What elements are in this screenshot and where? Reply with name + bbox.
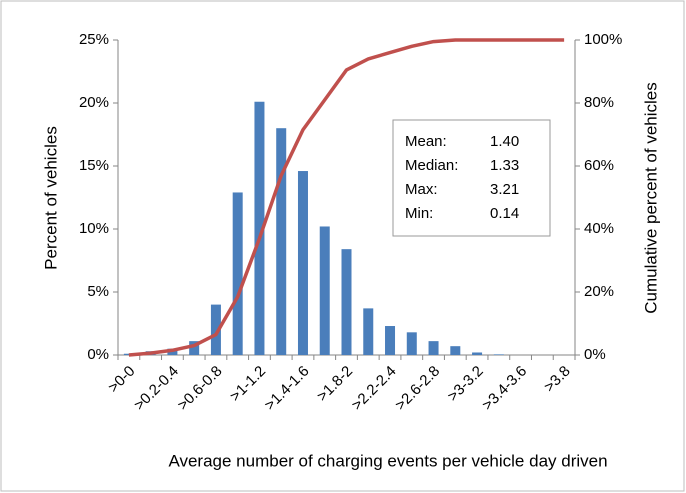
stats-value: 1.40 [490, 133, 519, 150]
bar [319, 226, 330, 355]
bar [472, 352, 483, 355]
stats-label: Mean: [405, 133, 447, 150]
bar [210, 304, 221, 355]
stats-label: Min: [405, 205, 433, 222]
y-axis-label: Percent of vehicles [41, 126, 60, 270]
line [128, 38, 565, 357]
y2-axis-label: Cumulative percent of vehicles [641, 82, 660, 314]
bar [254, 101, 265, 356]
y-tick-label: 0% [87, 346, 109, 363]
bar [363, 308, 374, 355]
bar [297, 171, 308, 355]
y2-tick-label: 80% [584, 94, 614, 111]
bar [341, 249, 352, 355]
bar [493, 354, 504, 355]
y2-tick-label: 100% [584, 31, 622, 48]
bar [232, 192, 243, 355]
x-axis-label: Average number of charging events per ve… [168, 451, 607, 470]
bar [385, 326, 396, 355]
stats-value: 1.33 [490, 157, 519, 174]
y-tick-label: 25% [79, 31, 109, 48]
bar [428, 341, 439, 355]
stats-label: Max: [405, 181, 438, 198]
bar [189, 341, 200, 355]
bar [450, 346, 461, 355]
y2-tick-label: 40% [584, 220, 614, 237]
stats-value: 0.14 [490, 205, 519, 222]
stats-value: 3.21 [490, 181, 519, 198]
stats-label: Median: [405, 157, 458, 174]
y-tick-label: 15% [79, 157, 109, 174]
stats-box [392, 119, 551, 237]
bar [406, 332, 417, 355]
y-tick-label: 5% [87, 283, 109, 300]
y-tick-label: 20% [79, 94, 109, 111]
y2-tick-label: 20% [584, 283, 614, 300]
y2-tick-label: 0% [584, 346, 606, 363]
bar [276, 128, 287, 355]
y2-tick-label: 60% [584, 157, 614, 174]
y-tick-label: 10% [79, 220, 109, 237]
